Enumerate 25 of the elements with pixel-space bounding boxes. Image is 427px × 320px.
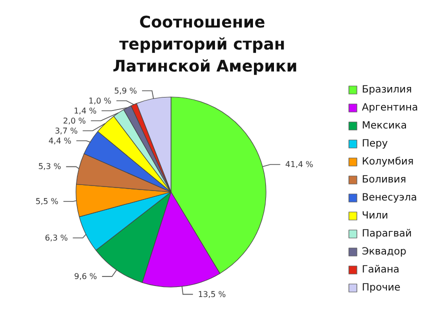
legend-label: Прочие bbox=[362, 282, 400, 294]
data-label: 5,3 % bbox=[38, 162, 62, 172]
legend-label: Венесуэла bbox=[362, 192, 418, 204]
legend-label: Перу bbox=[362, 138, 388, 150]
legend-label: Колумбия bbox=[362, 156, 414, 168]
legend-label: Боливия bbox=[362, 174, 406, 186]
legend-label: Парагвай bbox=[362, 228, 412, 240]
legend-label: Бразилия bbox=[362, 84, 412, 96]
legend-label: Эквадор bbox=[362, 246, 406, 258]
data-label: 2,0 % bbox=[63, 116, 86, 126]
legend-label: Аргентина bbox=[362, 102, 418, 114]
data-label: 5,9 % bbox=[114, 86, 138, 96]
data-label: 13,5 % bbox=[198, 290, 226, 299]
data-label: 5,5 % bbox=[36, 196, 59, 206]
data-label: 6,3 % bbox=[44, 233, 68, 242]
data-label: 9,6 % bbox=[74, 272, 98, 281]
data-label: 1,0 % bbox=[88, 96, 112, 106]
data-label: 1,4 % bbox=[74, 106, 97, 116]
data-label: 41,4 % bbox=[285, 160, 314, 170]
legend-label: Мексика bbox=[362, 120, 407, 132]
legend-label: Гайана bbox=[362, 264, 400, 276]
chart-title: Соотношение территорий стран Латинской Америки bbox=[112, 12, 298, 76]
data-label: 4,4 % bbox=[48, 136, 72, 146]
legend-label: Чили bbox=[362, 210, 388, 222]
data-label: 3,7 % bbox=[54, 126, 78, 136]
